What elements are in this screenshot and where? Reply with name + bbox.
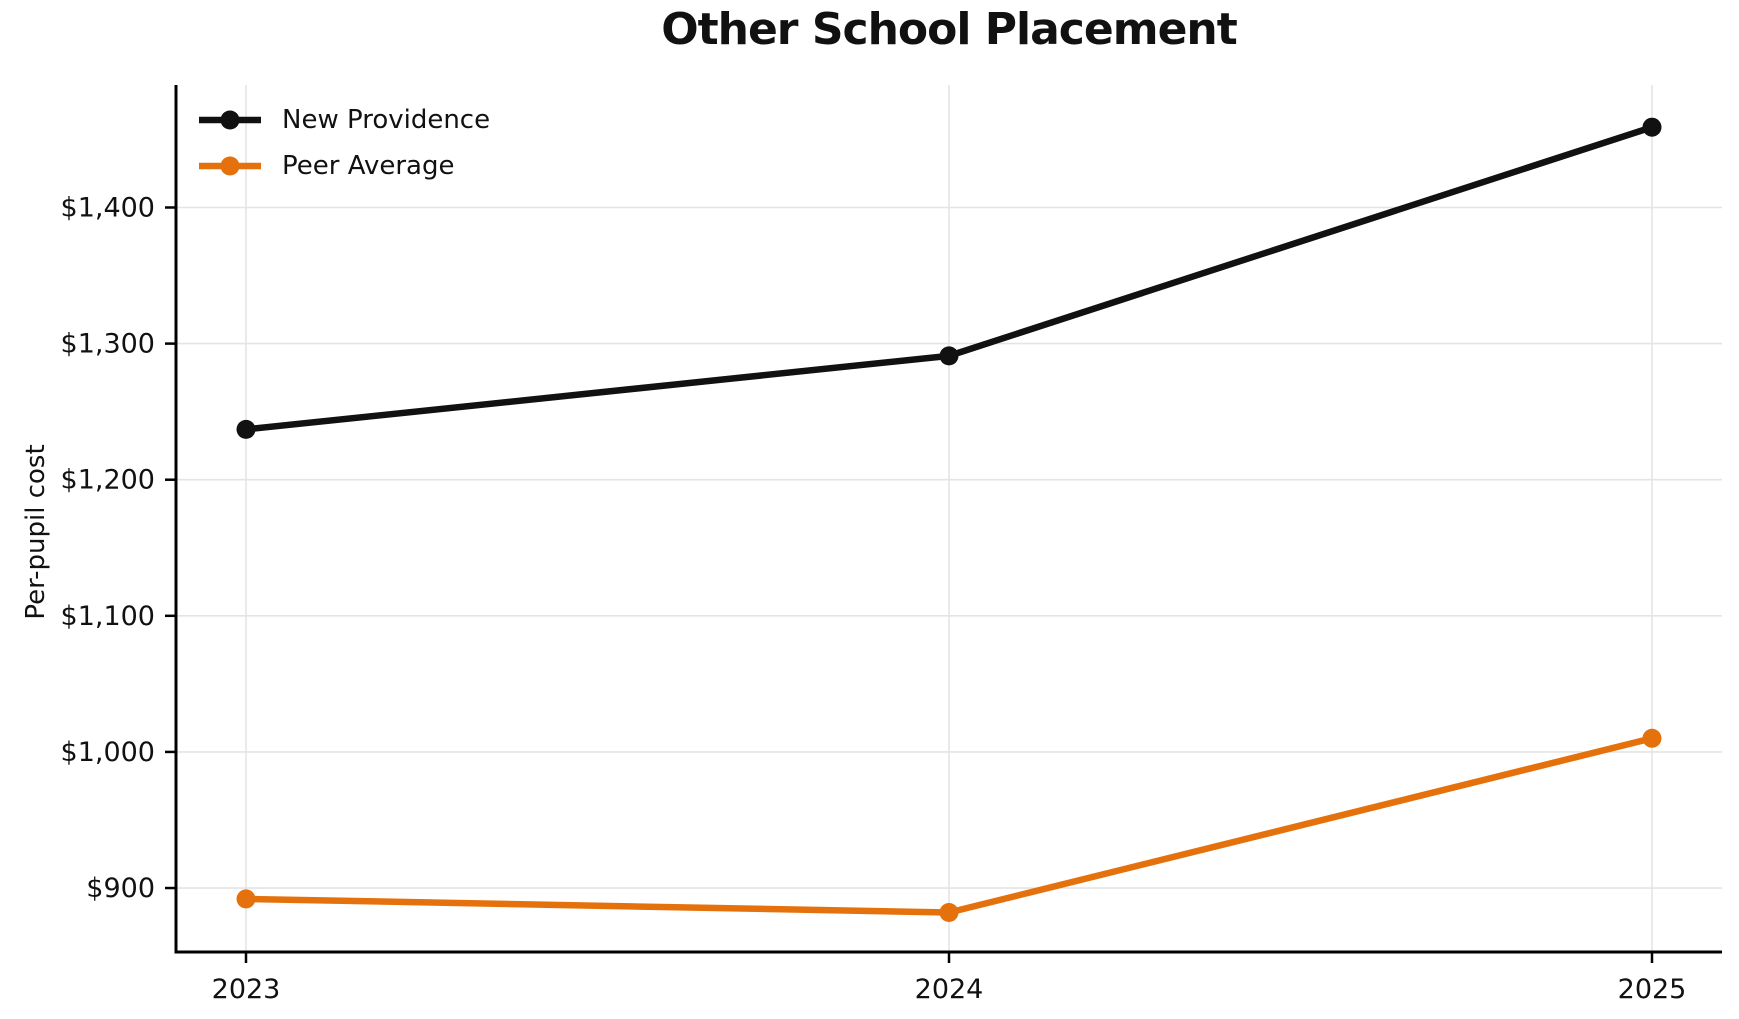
new-providence-line-swatch-icon bbox=[199, 110, 261, 130]
data-point-new-providence-2024 bbox=[939, 346, 959, 366]
chart-title: Other School Placement bbox=[661, 4, 1238, 55]
legend-item-peer-average: Peer Average bbox=[198, 146, 490, 186]
y-tick-label: $1,200 bbox=[61, 465, 155, 496]
y-tick-label: $1,100 bbox=[61, 601, 155, 632]
y-tick-label: $1,300 bbox=[61, 329, 155, 360]
data-point-peer-average-2023 bbox=[236, 889, 256, 909]
legend-label-peer-average: Peer Average bbox=[282, 151, 455, 181]
legend-label-new-providence: New Providence bbox=[282, 105, 491, 135]
legend: New Providence Peer Average bbox=[198, 100, 490, 186]
data-point-peer-average-2024 bbox=[939, 903, 959, 923]
peer-average-line-swatch-icon bbox=[199, 156, 261, 176]
y-tick-label: $1,000 bbox=[61, 737, 155, 768]
data-point-new-providence-2023 bbox=[236, 419, 256, 439]
legend-item-new-providence: New Providence bbox=[198, 100, 490, 140]
x-tick-label: 2025 bbox=[1618, 974, 1687, 1005]
x-tick-label: 2024 bbox=[915, 974, 984, 1005]
x-tick-label: 2023 bbox=[212, 974, 281, 1005]
y-tick-label: $900 bbox=[86, 873, 155, 904]
data-point-peer-average-2025 bbox=[1642, 728, 1662, 748]
y-tick-label: $1,400 bbox=[61, 192, 155, 223]
data-point-new-providence-2025 bbox=[1642, 117, 1662, 137]
